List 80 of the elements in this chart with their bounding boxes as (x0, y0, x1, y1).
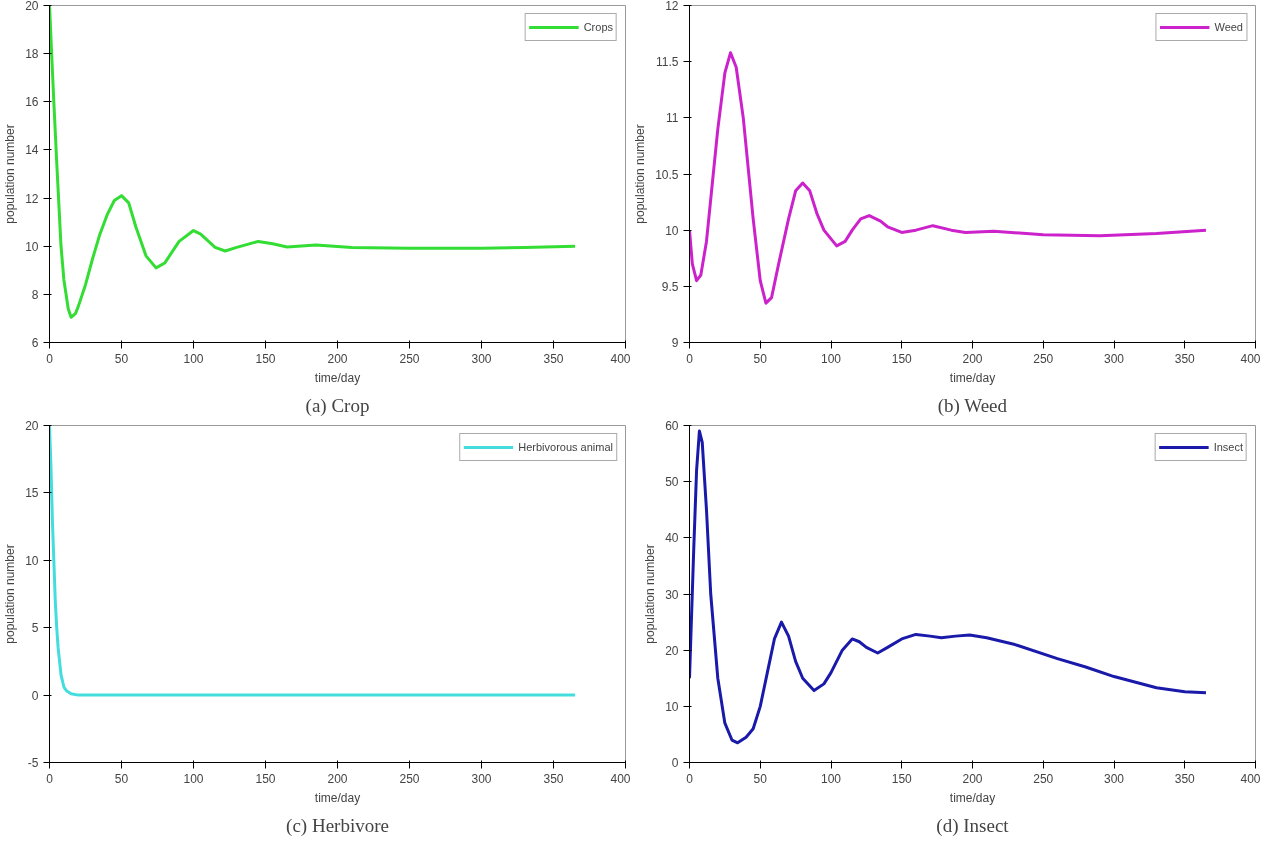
y-tick-label: 11.5 (656, 55, 679, 70)
x-tick-label: 350 (543, 771, 564, 786)
x-tick-label: 350 (1174, 771, 1196, 786)
y-tick-label: 30 (665, 587, 679, 602)
y-tick-label: 10.5 (655, 167, 679, 182)
x-tick-label: 50 (753, 771, 768, 786)
x-tick-label: 150 (891, 351, 913, 366)
x-axis-title: time/day (949, 790, 996, 805)
y-tick-label: 12 (665, 0, 679, 13)
legend-label: Crops (583, 21, 613, 33)
x-tick-label: 100 (820, 351, 842, 366)
x-tick-label: 50 (114, 771, 129, 786)
y-tick-label: 6 (31, 336, 39, 350)
y-tick-label: 15 (25, 486, 39, 501)
y-tick-label: 11 (666, 111, 679, 126)
x-tick-label: 400 (610, 771, 631, 786)
x-tick-label: 200 (327, 351, 348, 366)
x-tick-label: 400 (1240, 351, 1261, 366)
x-tick-label: 200 (962, 771, 983, 786)
x-tick-label: 400 (610, 351, 631, 366)
x-tick-label: 300 (471, 771, 492, 786)
y-tick-label: 0 (31, 688, 39, 703)
x-tick-label: 300 (1103, 771, 1125, 786)
x-tick-label: 250 (399, 771, 420, 786)
text: (b) Weed (937, 394, 1008, 417)
x-tick-label: 100 (820, 771, 842, 786)
x-tick-label: 100 (183, 351, 204, 366)
y-tick-label: 10 (25, 553, 39, 568)
x-axis-title: time/day (949, 370, 996, 385)
x-tick-label: 50 (753, 351, 768, 366)
y-tick-label: -5 (27, 756, 39, 770)
y-tick-label: 9.5 (661, 279, 679, 294)
y-axis-title: population number (633, 124, 648, 224)
text: (a) Crop (305, 394, 370, 417)
x-tick-label: 50 (114, 351, 129, 366)
legend-label: Herbivorous animal (518, 441, 613, 453)
y-tick-label: 18 (25, 47, 39, 62)
y-tick-label: 9 (671, 336, 679, 350)
y-axis-title: population number (3, 544, 18, 644)
y-tick-label: 10 (25, 239, 39, 254)
x-tick-label: 200 (327, 771, 348, 786)
x-tick-label: 0 (46, 771, 54, 786)
x-tick-label: 150 (891, 771, 913, 786)
x-tick-label: 300 (1103, 351, 1125, 366)
text: (d) Insect (936, 814, 1010, 837)
legend-label: Weed (1214, 21, 1243, 33)
x-tick-label: 350 (543, 351, 564, 366)
y-axis-title: population number (3, 124, 18, 224)
y-tick-label: 16 (25, 95, 39, 110)
x-tick-label: 200 (962, 351, 983, 366)
x-tick-label: 400 (1240, 771, 1261, 786)
y-tick-label: 20 (25, 0, 39, 13)
x-tick-label: 100 (183, 771, 204, 786)
x-axis-title: time/day (314, 370, 361, 385)
y-tick-label: 20 (665, 643, 679, 658)
x-tick-label: 300 (471, 351, 492, 366)
x-axis-title: time/day (314, 790, 361, 805)
y-tick-label: 12 (25, 191, 39, 206)
x-tick-label: 350 (1174, 351, 1196, 366)
x-tick-label: 250 (399, 351, 420, 366)
x-tick-label: 250 (1033, 771, 1054, 786)
y-tick-label: 40 (665, 531, 679, 546)
y-tick-label: 8 (31, 287, 39, 302)
y-tick-label: 20 (25, 419, 39, 433)
y-tick-label: 0 (671, 756, 679, 770)
y-axis-title: population number (643, 544, 658, 644)
y-tick-label: 50 (665, 475, 679, 490)
x-tick-label: 0 (686, 771, 694, 786)
y-tick-label: 14 (25, 143, 39, 158)
legend-label: Insect (1213, 441, 1243, 453)
y-tick-label: 60 (665, 419, 679, 433)
x-tick-label: 250 (1033, 351, 1054, 366)
x-tick-label: 150 (255, 351, 276, 366)
y-tick-label: 10 (665, 223, 679, 238)
y-tick-label: 10 (665, 699, 679, 714)
text: (c) Herbivore (286, 814, 389, 837)
x-tick-label: 150 (255, 771, 276, 786)
x-tick-label: 0 (46, 351, 54, 366)
x-tick-label: 0 (686, 351, 694, 366)
y-tick-label: 5 (31, 621, 39, 636)
